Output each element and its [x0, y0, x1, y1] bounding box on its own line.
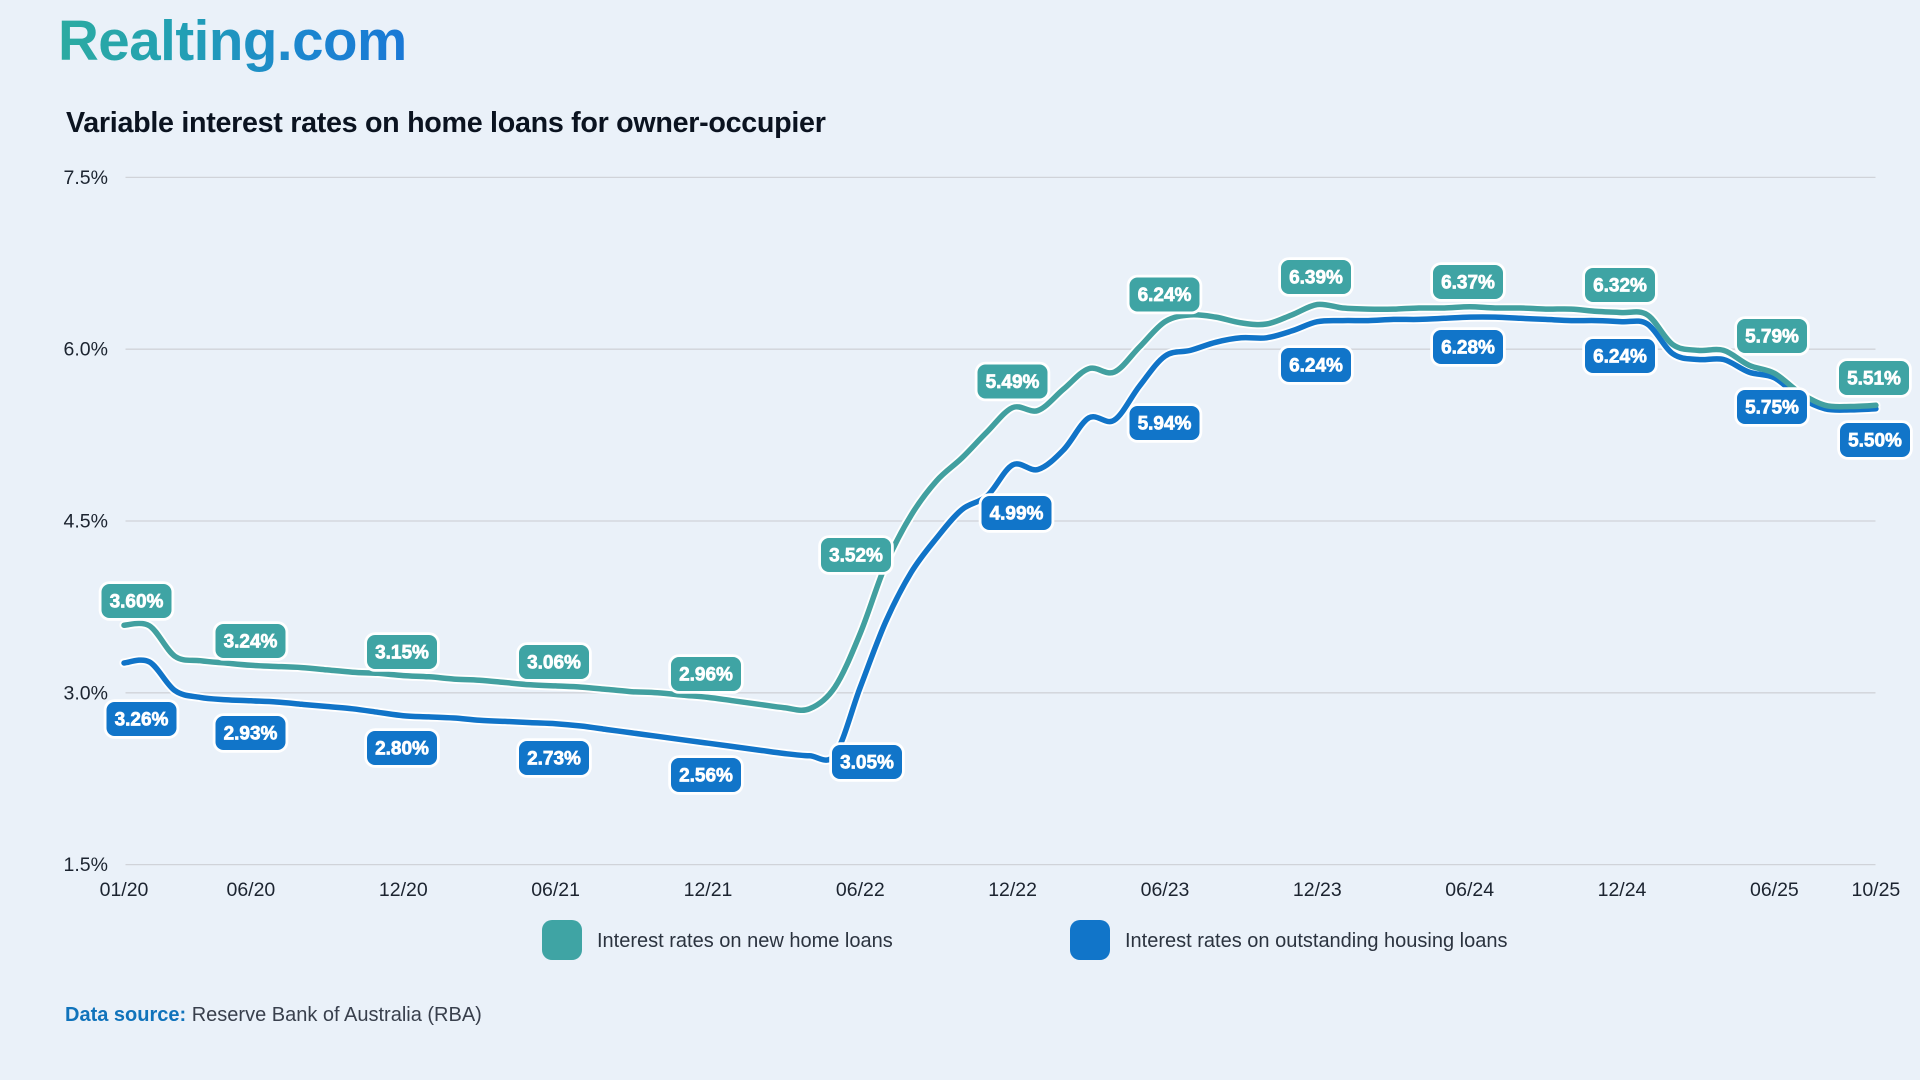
svg-text:01/20: 01/20	[100, 879, 149, 901]
svg-text:6.0%: 6.0%	[64, 339, 108, 361]
svg-text:Interest rates on new home loa: Interest rates on new home loans	[597, 930, 893, 952]
svg-text:3.0%: 3.0%	[64, 682, 108, 704]
svg-text:06/25: 06/25	[1750, 879, 1799, 901]
svg-text:5.79%: 5.79%	[1745, 327, 1799, 348]
svg-text:06/21: 06/21	[531, 879, 580, 901]
svg-text:12/23: 12/23	[1293, 879, 1342, 901]
svg-text:3.52%: 3.52%	[829, 546, 883, 567]
svg-text:Interest rates on outstanding: Interest rates on outstanding housing lo…	[1125, 930, 1507, 952]
svg-text:2.93%: 2.93%	[224, 724, 278, 745]
svg-text:3.60%: 3.60%	[110, 592, 164, 613]
svg-text:5.51%: 5.51%	[1847, 369, 1901, 390]
svg-text:6.24%: 6.24%	[1593, 347, 1647, 368]
svg-text:6.39%: 6.39%	[1289, 268, 1343, 289]
svg-text:12/24: 12/24	[1598, 879, 1647, 901]
svg-text:12/20: 12/20	[379, 879, 428, 901]
svg-text:06/20: 06/20	[226, 879, 275, 901]
svg-text:06/23: 06/23	[1141, 879, 1190, 901]
svg-text:7.5%: 7.5%	[64, 167, 108, 189]
svg-text:6.24%: 6.24%	[1138, 285, 1192, 306]
svg-text:3.15%: 3.15%	[375, 643, 429, 664]
svg-text:4.99%: 4.99%	[990, 504, 1044, 525]
svg-text:5.75%: 5.75%	[1745, 398, 1799, 419]
svg-text:1.5%: 1.5%	[64, 854, 108, 876]
svg-text:6.28%: 6.28%	[1441, 338, 1495, 359]
svg-text:06/22: 06/22	[836, 879, 885, 901]
svg-text:6.24%: 6.24%	[1289, 356, 1343, 377]
svg-text:3.05%: 3.05%	[840, 753, 894, 774]
svg-text:10/25: 10/25	[1851, 879, 1900, 901]
svg-text:3.24%: 3.24%	[224, 632, 278, 653]
svg-text:12/21: 12/21	[684, 879, 733, 901]
svg-text:06/24: 06/24	[1445, 879, 1494, 901]
svg-text:6.37%: 6.37%	[1441, 273, 1495, 294]
svg-text:5.94%: 5.94%	[1138, 414, 1192, 435]
svg-text:2.56%: 2.56%	[679, 766, 733, 787]
svg-text:4.5%: 4.5%	[64, 511, 108, 533]
svg-text:5.50%: 5.50%	[1848, 431, 1902, 452]
svg-text:12/22: 12/22	[988, 879, 1037, 901]
svg-text:5.49%: 5.49%	[986, 372, 1040, 393]
svg-text:3.26%: 3.26%	[115, 710, 169, 731]
svg-text:2.80%: 2.80%	[375, 739, 429, 760]
svg-text:6.32%: 6.32%	[1593, 276, 1647, 297]
svg-text:2.96%: 2.96%	[679, 665, 733, 686]
svg-text:2.73%: 2.73%	[527, 749, 581, 770]
svg-text:3.06%: 3.06%	[527, 653, 581, 674]
